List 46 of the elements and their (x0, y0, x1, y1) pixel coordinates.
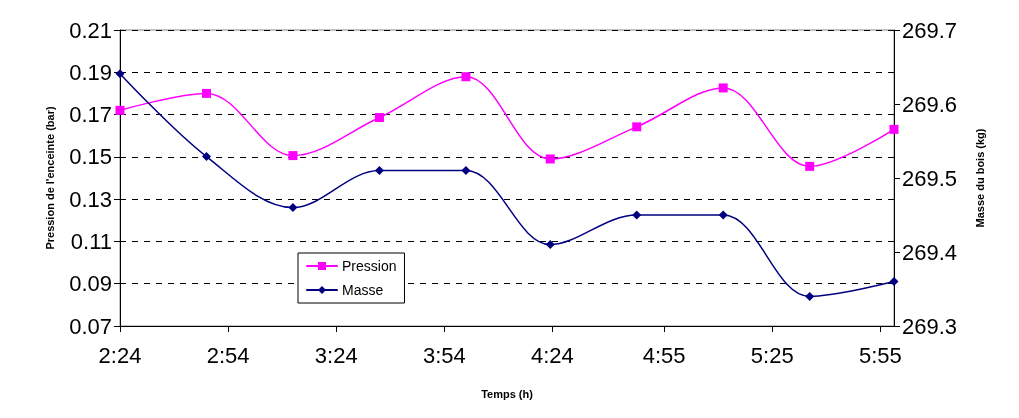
point (461, 166, 471, 176)
point (632, 122, 642, 132)
y2-axis-title: Masse du bois (kg) (973, 128, 986, 228)
point (288, 151, 298, 161)
y-tick-label: 0.09 (69, 271, 112, 297)
y2-tick-label: 269.4 (902, 239, 958, 265)
y-tick-label: 0.11 (70, 228, 112, 254)
point (545, 154, 555, 164)
point (201, 152, 211, 162)
point (115, 69, 125, 79)
point (288, 203, 298, 213)
y2-tick-label: 269.3 (902, 313, 958, 339)
x-tick-label: 2:54 (206, 342, 250, 368)
x-tick-label: 5:55 (858, 342, 902, 368)
x-tick-label: 2:24 (98, 342, 142, 368)
y2-tick-label: 269.6 (902, 91, 958, 117)
y2-tick-label: 269.7 (902, 17, 958, 43)
y-tick-label: 0.07 (69, 313, 112, 339)
y-tick-label: 0.17 (69, 102, 112, 128)
point (805, 291, 815, 301)
point (718, 210, 728, 220)
point (461, 72, 471, 82)
y2-tick-label: 269.5 (902, 165, 958, 191)
x-tick-label: 4:24 (530, 342, 574, 368)
point (718, 83, 728, 93)
point (889, 277, 899, 287)
y-axis-title: Pression de l'enceinte (bar) (43, 106, 56, 250)
legend-label: Masse (342, 282, 384, 298)
x-tick-label: 3:24 (314, 342, 358, 368)
y-tick-label: 0.21 (69, 17, 112, 43)
point (545, 240, 555, 250)
y-tick-label: 0.13 (69, 186, 112, 212)
point (201, 88, 211, 98)
x-tick-label: 5:25 (750, 342, 794, 368)
point (889, 124, 899, 134)
point (374, 166, 384, 176)
point (374, 113, 384, 123)
point (632, 210, 642, 220)
y-tick-label: 0.15 (69, 144, 112, 170)
point (115, 105, 125, 115)
x-tick-label: 4:55 (642, 342, 686, 368)
point (805, 161, 815, 171)
x-axis-title: Temps (h) (481, 387, 534, 400)
x-tick-label: 3:54 (422, 342, 466, 368)
y-tick-label: 0.19 (69, 59, 112, 85)
legend-label: Pression (342, 258, 397, 274)
